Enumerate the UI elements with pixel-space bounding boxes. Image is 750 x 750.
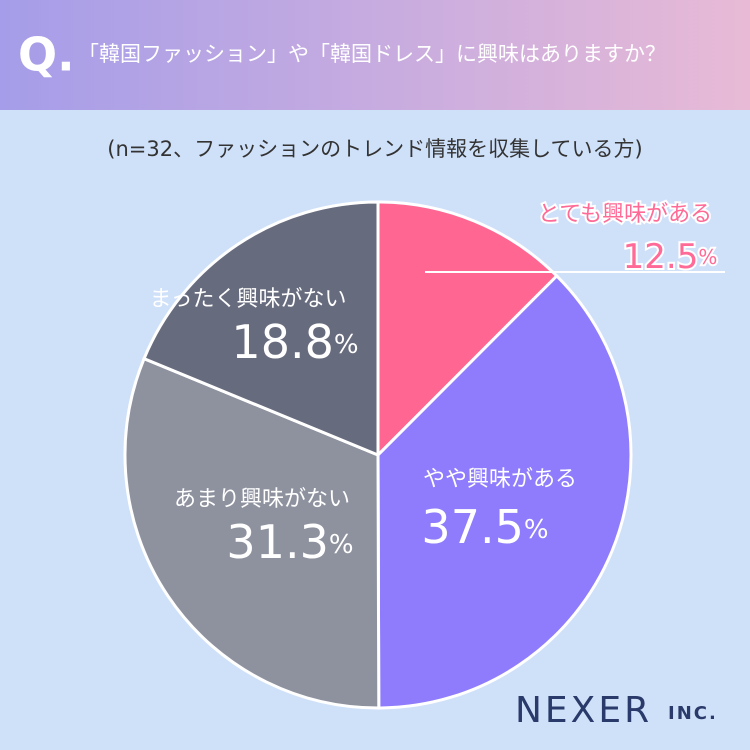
value-label: 12.5% [623,237,718,277]
pie-slice [376,273,633,710]
value-label: 18.8% [231,315,358,369]
logo: NEXER [515,690,652,731]
logo-suffix: INC. [668,703,718,724]
pie-slice [123,356,381,710]
pie [123,200,633,710]
pie-slice [376,200,559,459]
header [0,0,750,110]
value-label: 37.5% [421,500,548,554]
category-label: やや興味がある [423,467,577,492]
category-label: まったく興味がない [149,287,346,312]
question-mark: Q. [18,28,75,82]
subtitle: (n=32、ファッションのトレンド情報を収集している方) [107,137,642,161]
chart-title: 「韓国ファッション」や「韓国ドレス」に興味はありますか？ [78,42,666,66]
category-label: とても興味がある [538,202,712,227]
category-label: あまり興味がない [174,487,350,512]
value-label: 31.3% [226,515,353,569]
labels: とても興味がある 12.5% やや興味がある 37.5% あまり興味がない 31.3% まっ… [149,200,725,569]
pie-slice [142,200,380,458]
